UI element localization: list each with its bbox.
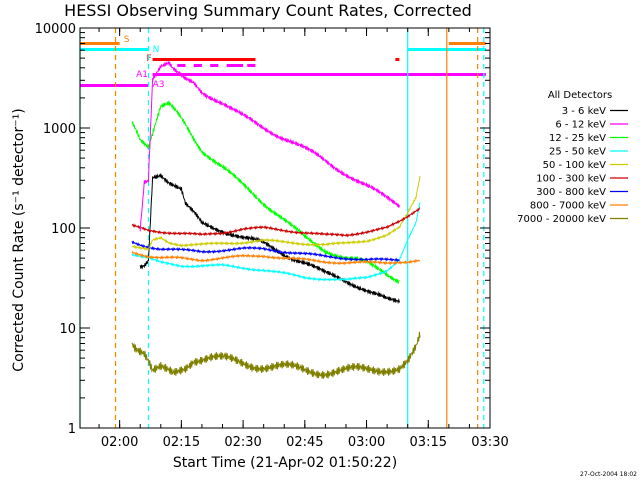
x-tick-label: 03:15: [410, 435, 447, 450]
legend-entry-label: 100 - 300 keV: [536, 174, 606, 185]
series-line-0: [139, 173, 400, 305]
x-tick-label: 03:30: [471, 435, 508, 450]
series-line-4: [131, 176, 421, 251]
series-layer: [131, 60, 421, 379]
flag-n-bar: [80, 48, 149, 51]
legend-title: All Detectors: [548, 90, 612, 101]
y-tick-label: 1000: [43, 122, 76, 137]
flag-label-n: N: [153, 45, 160, 55]
y-tick-label: 10000: [35, 22, 76, 37]
flag-s-bar-right: [448, 42, 486, 45]
x-tick-label: 02:45: [286, 435, 323, 450]
chart-title: HESSI Observing Summary Count Rates, Cor…: [64, 1, 472, 20]
series-line-3: [131, 202, 421, 282]
flag-s-bar: [80, 42, 120, 45]
legend: All Detectors 3 - 6 keV 6 - 12 keV 12 - 25 …: [517, 90, 628, 225]
flag-a3-segment: [193, 64, 202, 67]
timestamp: 27-Oct-2004 18:02: [580, 471, 637, 478]
flag-label-s: S: [124, 35, 130, 45]
legend-entry-label: 7000 - 20000 keV: [517, 214, 606, 225]
legend-entry-label: 6 - 12 keV: [555, 120, 606, 131]
flag-label-a1: A1: [136, 70, 148, 80]
flag-f-bar: [152, 58, 256, 61]
y-tick-label: 100: [51, 222, 76, 237]
flag-label-a3: A3: [153, 80, 165, 90]
axes: 1 10 100 1000 10000 02:00 02:15 02:30 02:45 03:00…: [35, 22, 509, 450]
x-axis-label: Start Time (21-Apr-02 01:50:22): [173, 455, 397, 471]
legend-entry-label: 25 - 50 keV: [549, 147, 606, 158]
flag-a1-bar: [80, 84, 149, 87]
flag-a3-segment: [247, 64, 256, 67]
series-line-2: [131, 100, 400, 285]
y-axis-label: Corrected Count Rate (s⁻¹ detector⁻¹): [11, 108, 27, 371]
svg-text:Corrected Count Rate (s⁻¹ dete: Corrected Count Rate (s⁻¹ detector⁻¹): [11, 108, 27, 371]
y-tick-label: 1: [68, 422, 76, 437]
flag-a3-segment: [177, 64, 186, 67]
series-line-7: [131, 250, 421, 266]
flag-f-bar-short: [395, 58, 400, 61]
y-tick-label: 10: [59, 322, 76, 337]
x-tick-label: 02:30: [224, 435, 261, 450]
flag-a3-segment: [210, 64, 219, 67]
observing-flags: SNFA1A3: [80, 35, 486, 90]
legend-entry-label: 50 - 100 keV: [543, 160, 607, 171]
flag-a3-segment: [226, 64, 244, 67]
legend-entry-label: 3 - 6 keV: [562, 106, 606, 117]
flag-a1-bar-long: [152, 73, 486, 76]
legend-entry-label: 300 - 800 keV: [536, 187, 606, 198]
legend-entry-label: 800 - 7000 keV: [530, 201, 606, 212]
x-tick-label: 03:00: [348, 435, 385, 450]
x-tick-label: 02:15: [163, 435, 200, 450]
series-line-8: [131, 331, 421, 379]
series-line-1: [139, 60, 400, 232]
legend-entry-label: 12 - 25 keV: [549, 133, 606, 144]
series-line-5: [131, 207, 421, 238]
x-tick-label: 02:00: [101, 435, 138, 450]
